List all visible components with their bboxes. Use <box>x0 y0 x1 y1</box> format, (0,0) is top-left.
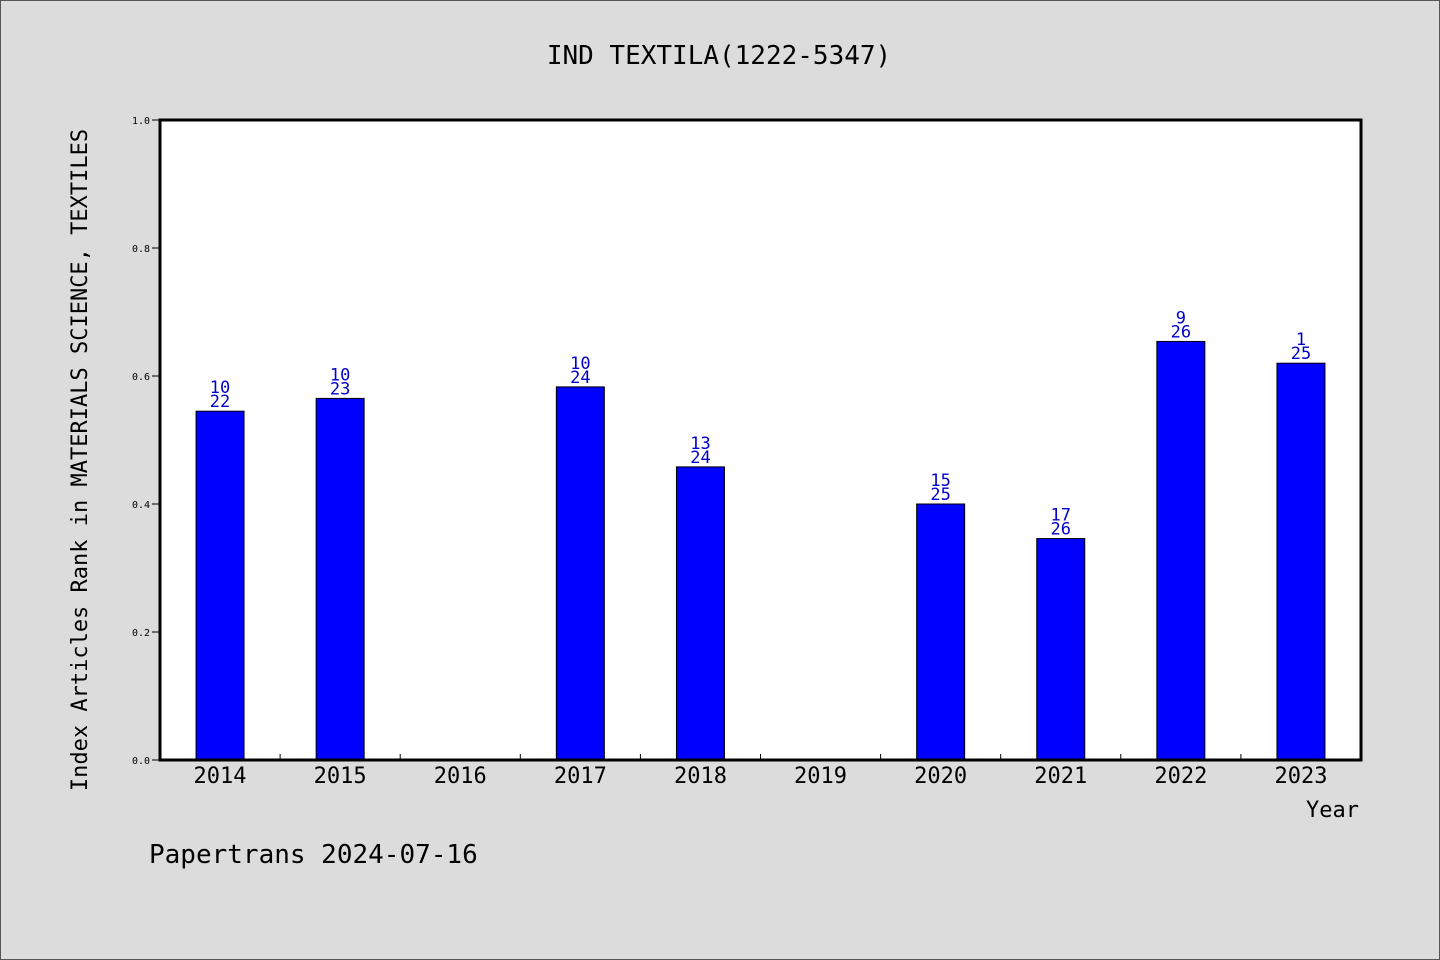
bar-rank-label: 10 <box>570 354 590 374</box>
x-tick-label: 2016 <box>434 764 487 789</box>
y-tick-label: 0.4 <box>132 500 150 511</box>
bar-total-label: 26 <box>1051 520 1071 540</box>
bar <box>195 410 245 761</box>
footer-watermark: Papertrans 2024-07-16 <box>149 840 478 870</box>
bar-rank-label: 17 <box>1051 506 1071 526</box>
y-axis-label: Index Articles Rank in MATERIALS SCIENCE… <box>68 129 93 791</box>
y-tick-label: 0.0 <box>132 756 150 767</box>
bar-total-label: 24 <box>690 448 710 468</box>
x-tick-label: 2023 <box>1274 764 1327 789</box>
chart-title: IND TEXTILA(1222-5347) <box>547 41 891 71</box>
bar-rank-label: 10 <box>210 378 230 398</box>
bar <box>1156 340 1206 761</box>
bar-rank-label: 15 <box>930 471 950 491</box>
bar <box>916 503 966 761</box>
bar-total-label: 26 <box>1171 322 1191 342</box>
x-axis-label: Year <box>1306 798 1359 823</box>
y-tick-label: 0.2 <box>132 628 150 639</box>
plot-border <box>158 118 1363 762</box>
bar-rank-label: 10 <box>330 365 350 385</box>
x-tick-label: 2019 <box>794 764 847 789</box>
bar-total-label: 25 <box>930 485 950 505</box>
bar <box>315 397 365 761</box>
y-tick-label: 0.8 <box>132 244 150 255</box>
bar <box>675 466 725 761</box>
bar-rank-label: 13 <box>690 434 710 454</box>
bar-total-label: 23 <box>330 379 350 399</box>
y-tick-label: 0.6 <box>132 372 150 383</box>
x-tick-label: 2021 <box>1034 764 1087 789</box>
bar <box>1276 362 1326 761</box>
bar <box>555 386 605 761</box>
bar <box>1036 538 1086 761</box>
x-tick-label: 2018 <box>674 764 727 789</box>
x-tick-label: 2015 <box>314 764 367 789</box>
x-tick-label: 2014 <box>194 764 247 789</box>
x-tick-label: 2020 <box>914 764 967 789</box>
x-tick-label: 2022 <box>1154 764 1207 789</box>
y-tick-label: 1.0 <box>132 116 150 127</box>
bar-rank-label: 1 <box>1296 330 1306 350</box>
bar-rank-label: 9 <box>1176 308 1186 328</box>
bar-total-label: 24 <box>570 368 590 388</box>
bar-total-label: 22 <box>210 392 230 412</box>
bar-total-label: 25 <box>1291 344 1311 364</box>
x-tick-label: 2017 <box>554 764 607 789</box>
